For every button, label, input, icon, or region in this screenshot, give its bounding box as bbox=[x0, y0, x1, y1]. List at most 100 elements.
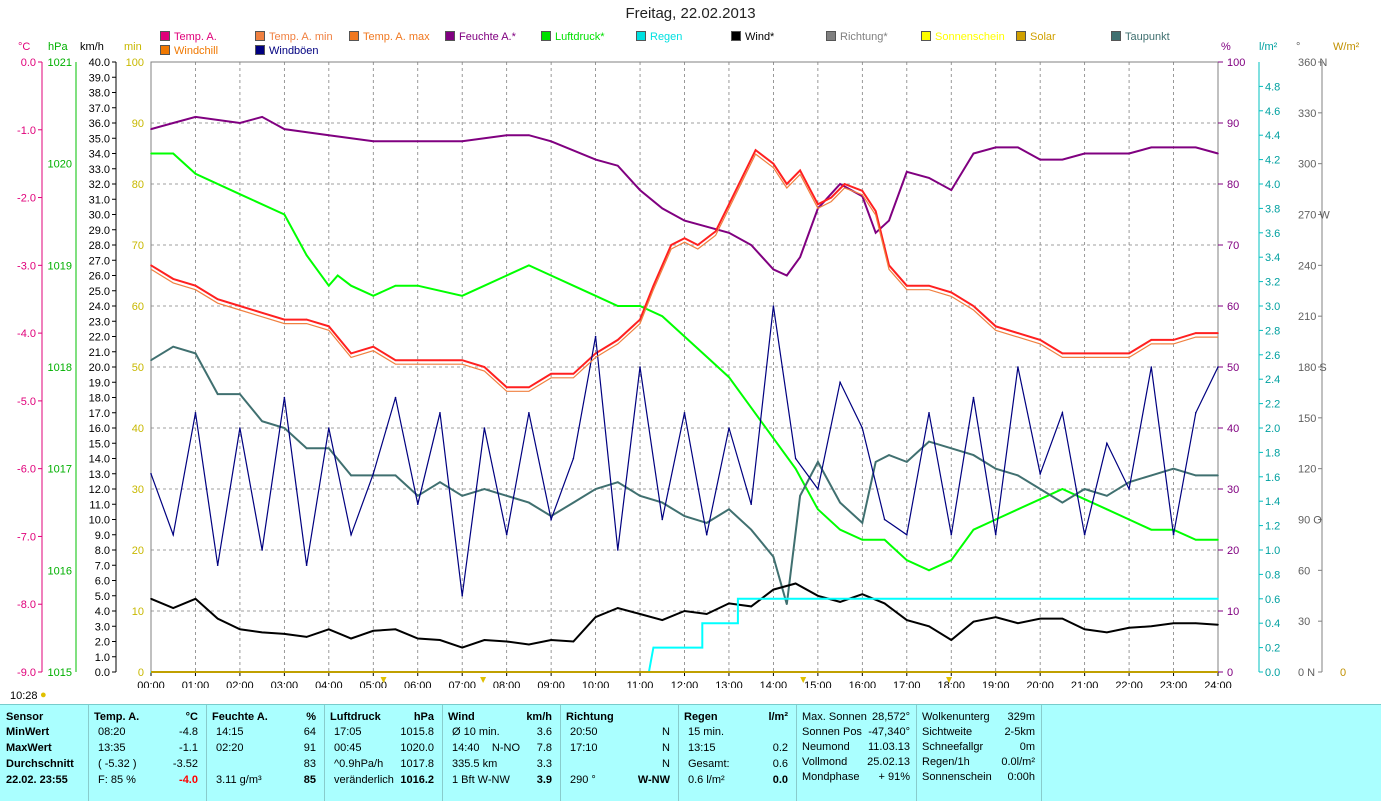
sun-row-value: 11.03.13 bbox=[867, 741, 910, 753]
sun-marker-icon: ● bbox=[40, 689, 47, 701]
wind-tick-label: 18.0 bbox=[89, 393, 110, 405]
data-point bbox=[416, 140, 419, 143]
wind-tick-label: 34.0 bbox=[89, 149, 110, 161]
unit-temp: °C bbox=[18, 41, 30, 53]
unit-sun: min bbox=[124, 41, 142, 53]
data-point bbox=[950, 189, 953, 191]
data-point bbox=[439, 359, 441, 362]
pressure-tick-label: 1016 bbox=[48, 565, 72, 577]
data-point bbox=[1217, 474, 1219, 477]
temp-tick-label: -2.0 bbox=[17, 193, 36, 205]
data-point bbox=[843, 183, 846, 185]
data-point bbox=[1061, 501, 1064, 504]
data-point bbox=[639, 494, 641, 497]
pressure-tick-label: 1018 bbox=[48, 362, 72, 374]
data-point bbox=[1128, 481, 1130, 484]
rain-tick-label: 4.8 bbox=[1265, 81, 1280, 93]
data-point bbox=[150, 359, 152, 362]
x-tick-label: 16:00 bbox=[849, 680, 877, 688]
extra-row-label: Sonnenschein bbox=[922, 771, 992, 783]
humidity-tick-label: 80 bbox=[1227, 179, 1239, 191]
dir-tick-label: 360 N bbox=[1298, 57, 1327, 69]
panel-sun: Max. Sonnen 28,572° Sonnen Pos -47,340° Neum… bbox=[796, 705, 917, 801]
data-point bbox=[328, 447, 330, 450]
data-point bbox=[1194, 474, 1197, 477]
wind-row-dir: N-NO bbox=[491, 742, 520, 754]
pressure-tick-label: 1021 bbox=[48, 57, 72, 69]
data-point bbox=[928, 440, 930, 443]
data-point bbox=[328, 628, 330, 631]
data-point bbox=[439, 481, 441, 484]
legend-swatch bbox=[826, 31, 836, 41]
data-point bbox=[461, 359, 464, 362]
rain-tick-label: 4.2 bbox=[1265, 155, 1280, 167]
data-point bbox=[528, 501, 530, 504]
temp-row-value: -1.1 bbox=[179, 742, 198, 754]
temp-tick-label: -3.0 bbox=[17, 260, 36, 272]
sensor-header: Sensor bbox=[6, 711, 44, 723]
data-point bbox=[350, 284, 352, 287]
x-tick-label: 07:00 bbox=[448, 680, 476, 688]
x-tick-label: 24:00 bbox=[1204, 680, 1232, 688]
data-point bbox=[150, 472, 152, 475]
data-point bbox=[350, 637, 352, 640]
panel-press: Luftdruck hPa 17:05 1015.8 00:45 1020.0 ^0.9hP… bbox=[324, 705, 443, 801]
data-point bbox=[1017, 332, 1019, 334]
data-point bbox=[150, 264, 152, 267]
unit-solar: W/m² bbox=[1333, 41, 1360, 53]
data-point bbox=[888, 219, 890, 222]
series-line-6 bbox=[151, 597, 1218, 673]
panel-extra: Wolkenunterg 329m Sichtweite 2-5km Schneefal… bbox=[916, 705, 1042, 801]
data-point bbox=[714, 230, 717, 233]
data-point bbox=[461, 295, 464, 297]
pressure-tick-label: 1019 bbox=[48, 260, 72, 272]
data-point bbox=[283, 396, 286, 399]
data-point bbox=[505, 134, 508, 136]
unit-humidity: % bbox=[1221, 41, 1231, 53]
data-point bbox=[1039, 617, 1041, 620]
data-point bbox=[416, 637, 419, 640]
data-point bbox=[817, 508, 819, 511]
dir-tick-label: 60 bbox=[1298, 565, 1310, 577]
legend-item: Taupunkt bbox=[1111, 31, 1170, 44]
temp-row-value: -3.52 bbox=[172, 758, 198, 770]
legend-item: Temp. A. min bbox=[255, 31, 333, 44]
data-point bbox=[728, 376, 730, 378]
x-tick-label: 00:00 bbox=[137, 680, 165, 688]
left-time-label: 10:28 bbox=[10, 690, 38, 702]
extra-row-label: Wolkenunterg bbox=[922, 711, 990, 723]
data-point bbox=[1150, 528, 1153, 531]
temp-tick-label: -9.0 bbox=[17, 667, 36, 679]
sun-tick-label: 20 bbox=[132, 545, 144, 557]
data-point bbox=[594, 295, 597, 297]
wind-tick-label: 2.0 bbox=[95, 637, 110, 649]
data-point bbox=[928, 569, 930, 572]
rain-row-label: 13:15 bbox=[688, 742, 716, 754]
press-row-label: 17:05 bbox=[334, 726, 362, 738]
rain-tick-label: 2.2 bbox=[1265, 399, 1280, 411]
data-point bbox=[830, 196, 833, 199]
wind-tick-label: 33.0 bbox=[89, 164, 110, 176]
data-point bbox=[839, 381, 841, 384]
sun-tick-label: 30 bbox=[132, 484, 144, 496]
x-tick-label: 20:00 bbox=[1026, 680, 1054, 688]
data-point bbox=[772, 437, 775, 439]
humidity-tick-label: 10 bbox=[1227, 606, 1239, 618]
chart-title: Freitag, 22.02.2013 bbox=[625, 5, 756, 22]
legend-label: Windchill bbox=[174, 45, 219, 57]
wind-tick-label: 0.0 bbox=[95, 667, 110, 679]
rain-tick-label: 2.0 bbox=[1265, 423, 1280, 435]
data-point bbox=[670, 244, 672, 246]
temp-row-value: -4.0 bbox=[179, 774, 198, 786]
legend-label: Solar bbox=[1030, 31, 1056, 43]
data-point bbox=[305, 636, 308, 638]
data-point bbox=[328, 325, 330, 328]
legend-swatch bbox=[636, 31, 646, 41]
x-tick-label: 19:00 bbox=[982, 680, 1010, 688]
data-point bbox=[394, 474, 397, 477]
data-point bbox=[750, 528, 752, 531]
dir-tick-label: 120 bbox=[1298, 464, 1316, 476]
temp-tick-label: -1.0 bbox=[17, 125, 36, 137]
x-tick-label: 23:00 bbox=[1160, 680, 1188, 688]
temp-unit: °C bbox=[185, 711, 198, 723]
